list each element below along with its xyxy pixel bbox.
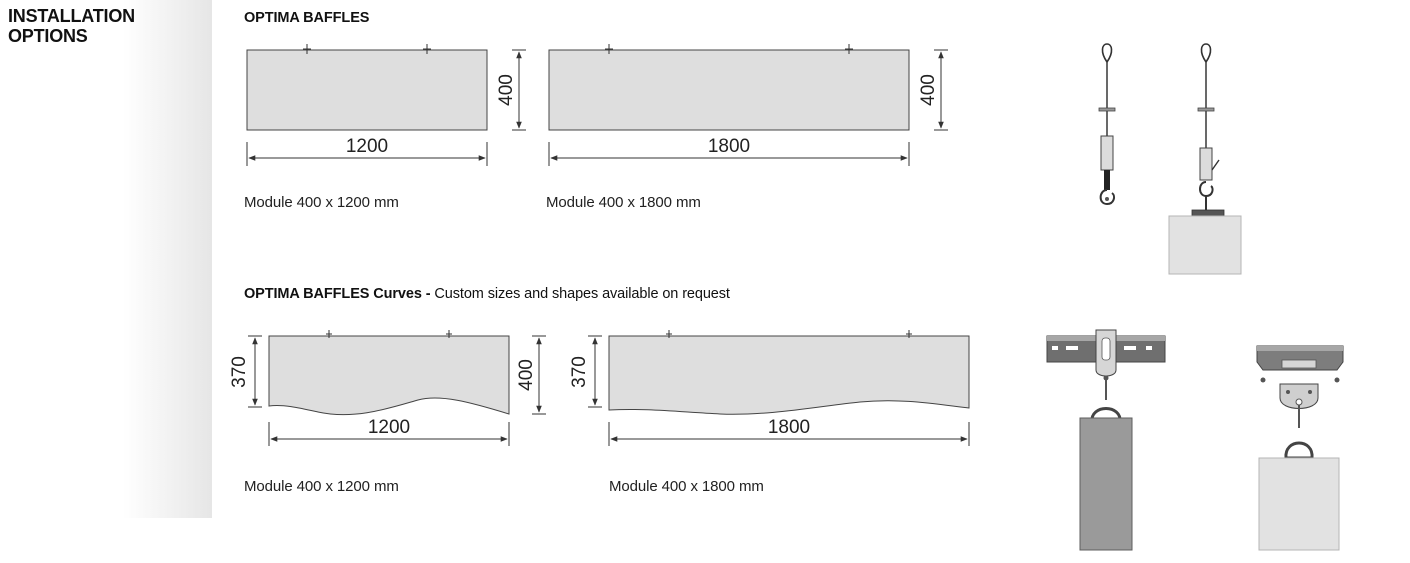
curve-1200-max-height-dim [532,335,546,415]
curve-1800-panel [608,335,970,415]
baffle-1200-panel [246,49,488,131]
baffle-1800-hangpoints [605,44,853,54]
baffle-1800-caption: Module 400 x 1800 mm [546,194,701,211]
curves-heading: OPTIMA BAFFLES Curves - Custom sizes and… [244,286,730,302]
baffle-1200-caption: Module 400 x 1200 mm [244,194,399,211]
curve-1200-drawing: 370 400 1200 [229,330,546,446]
curve-1200-min-height-label: 370 [229,356,250,388]
rail-dring-illustration [1046,329,1166,551]
rail-swivel-illustration [1256,345,1344,551]
curve-1200-width-label: 1200 [368,417,410,438]
baffle-1800-height-dim [934,49,948,131]
baffle-1200-height-label: 400 [496,74,517,106]
baffle-1800-height-label: 400 [918,74,939,106]
cable-plate-illustration [1168,43,1242,275]
curve-1200-caption: Module 400 x 1200 mm [244,478,399,495]
curve-1200-panel [268,335,510,416]
baffle-1200-drawing: 400 1200 [246,44,526,166]
baffle-1800-panel [548,49,910,131]
section-title: INSTALLATION OPTIONS [8,6,135,46]
curve-1800-hangpoints [666,330,912,338]
baffle-1200-width-dim [246,142,488,166]
baffle-1200-height-dim [512,49,526,131]
curve-1800-min-height-dim [588,335,602,408]
baffle-1200-width-label: 1200 [346,136,388,157]
baffle-1200-hangpoints [303,44,431,54]
baffle-1800-width-dim [548,142,910,166]
curve-1200-hangpoints [326,330,452,338]
cable-hook-illustration [1098,43,1116,206]
curve-1800-width-dim [608,422,970,446]
curves-heading-bold: OPTIMA BAFFLES Curves - [244,286,431,302]
curve-1800-drawing: 370 1800 [569,330,970,446]
curve-1200-width-dim [268,422,510,446]
curve-1800-caption: Module 400 x 1800 mm [609,478,764,495]
baffle-1800-drawing: 400 1800 [548,44,948,166]
curves-heading-note: Custom sizes and shapes available on req… [430,286,730,302]
curve-1800-width-label: 1800 [768,417,810,438]
curve-1200-min-height-dim [248,335,262,408]
curve-1200-max-height-label: 400 [516,359,537,391]
curve-1800-min-height-label: 370 [569,356,590,388]
sidebar-band: INSTALLATION OPTIONS [0,0,212,518]
baffles-heading: OPTIMA BAFFLES [244,10,370,26]
baffle-1800-width-label: 1800 [708,136,750,157]
